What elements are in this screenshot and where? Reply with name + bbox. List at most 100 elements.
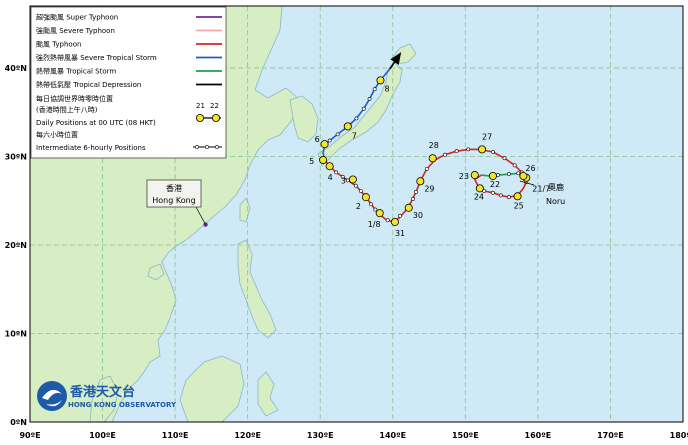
hong-kong-en: Hong Kong [152, 196, 196, 205]
daily-position-label: 5 [309, 157, 314, 166]
legend-item-label: 熱帶風暴 Tropical Storm [36, 67, 116, 76]
six-hourly-point [327, 138, 332, 143]
legend-six-hour-dot-1 [195, 145, 199, 149]
hong-kong-marker: 香港 Hong Kong [146, 179, 208, 227]
legend-item-label: 超強颱風 Super Typhoon [36, 13, 118, 22]
legend-daily-dot-2 [211, 114, 220, 123]
lat-lon-grid [30, 6, 683, 422]
latitude-label: 0ºN [10, 418, 27, 427]
hong-kong-box [146, 179, 202, 208]
sulawesi [257, 371, 279, 417]
malay-peninsula [89, 375, 119, 422]
longitude-label: 100ºE [89, 431, 116, 440]
axis-labels: 90ºE 100ºE 110ºE 120ºE 130ºE 140ºE 150ºE 160ºE 1… [5, 64, 688, 440]
legend-daily-title2: (香港時間上午八時) [36, 105, 98, 114]
daily-position-point [348, 175, 357, 184]
legend-six-hour-title: 每六小時位置 [36, 130, 78, 139]
daily-position-label: 22 [490, 180, 500, 189]
legend-sample-22: 22 [210, 102, 219, 110]
legend-daily-title: 每日協調世界時零時位置 [36, 94, 113, 103]
daily-position-label: 23 [459, 172, 469, 181]
six-hourly-point [358, 189, 363, 193]
six-hourly-point [372, 87, 377, 92]
legend-item-label: 強颱風 Severe Typhoon [36, 26, 115, 35]
legend-item-label: 颱風 Typhoon [36, 40, 81, 49]
longitude-label: 150ºE [452, 431, 479, 440]
daily-position-label: 28 [429, 141, 439, 150]
observatory-zh: 香港天文台 [69, 384, 135, 400]
six-hourly-point [491, 150, 495, 154]
six-hourly-point [385, 218, 390, 223]
legend-intensity-items: 超強颱風 Super Typhoon 強颱風 Severe Typhoon 颱風 T… [36, 13, 222, 89]
legend: 超強颱風 Super Typhoon 強颱風 Severe Typhoon 颱風 T… [30, 6, 227, 159]
longitude-label: 130ºE [307, 431, 334, 440]
latitude-label: 20ºN [5, 241, 27, 250]
six-hourly-point [506, 172, 511, 177]
legend-box [30, 6, 227, 159]
daily-position-label: 2 [356, 202, 361, 211]
observatory-emblem-swirl2 [46, 400, 62, 407]
six-hourly-point [502, 156, 507, 161]
daily-position-label: 31 [395, 229, 405, 238]
six-hourly-point [516, 171, 521, 176]
legend-item-label: 強烈熱帶風暴 Severe Tropical Storm [36, 53, 157, 62]
track-arrowhead [390, 52, 402, 65]
observatory-emblem-swirl [42, 389, 62, 400]
six-hourly-point [354, 116, 359, 121]
daily-position-label: 30 [413, 211, 423, 220]
hong-kong-zh: 香港 [166, 183, 182, 193]
six-hourly-point [353, 183, 358, 188]
six-hourly-point [369, 202, 373, 207]
daily-position-label: 6 [315, 135, 320, 144]
daily-position-label: 8 [384, 84, 389, 93]
daily-position-label: 29 [424, 184, 434, 193]
legend-item-label: 熱帶低氣壓 Tropical Depression [36, 80, 141, 89]
six-hourly-point [335, 132, 340, 137]
daily-position-label: 27 [482, 132, 492, 141]
daily-position-point [428, 154, 437, 163]
longitude-label: 90ºE [19, 431, 40, 440]
daily-position-point [325, 162, 334, 171]
legend-daily-dot-1 [195, 114, 204, 123]
storm-name-zh: 奧鹿 [548, 182, 564, 192]
latitude-label: 30ºN [5, 152, 27, 161]
daily-position-point [320, 140, 329, 149]
longitude-label: 120ºE [234, 431, 261, 440]
longitude-label: 180ºE [670, 431, 688, 440]
daily-position-label: 7 [352, 131, 357, 140]
daily-position-label: 1/8 [368, 220, 381, 229]
storm-name-label: 奧鹿 Noru [519, 180, 565, 206]
daily-position-point [513, 192, 522, 201]
six-hourly-point [414, 189, 418, 194]
latitude-label: 10ºN [5, 329, 27, 338]
six-hourly-point [454, 149, 459, 154]
daily-position-label: 26 [525, 164, 535, 173]
observatory-emblem [37, 381, 67, 411]
longitude-label: 110ºE [162, 431, 189, 440]
daily-position-point [416, 177, 425, 186]
hong-kong-leader [195, 206, 206, 225]
longitude-label: 170ºE [597, 431, 624, 440]
daily-position-label: 24 [474, 192, 484, 201]
six-hourly-point [466, 147, 471, 152]
six-hourly-point [424, 166, 429, 171]
daily-position-point [319, 156, 328, 165]
borneo [179, 355, 245, 422]
observatory-en: HONG KONG OBSERVATORY [68, 401, 177, 409]
six-hourly-point [506, 195, 511, 200]
six-hourly-point [398, 213, 402, 218]
six-hourly-point [512, 163, 517, 168]
legend-sample-21: 21 [196, 102, 205, 110]
storm-name-en: Noru [546, 197, 565, 206]
daily-position-point [390, 217, 399, 226]
six-hourly-point [367, 97, 372, 101]
longitude-label: 140ºE [379, 431, 406, 440]
hainan [147, 263, 165, 281]
daily-position-point [343, 122, 352, 131]
six-hourly-point [361, 106, 366, 111]
daily-position-point [404, 203, 413, 212]
legend-six-hour-en: Intermediate 6-hourly Positions [36, 144, 146, 152]
daily-position-point [475, 184, 484, 193]
six-hourly-point [491, 190, 495, 195]
six-hourly-point [373, 207, 378, 212]
